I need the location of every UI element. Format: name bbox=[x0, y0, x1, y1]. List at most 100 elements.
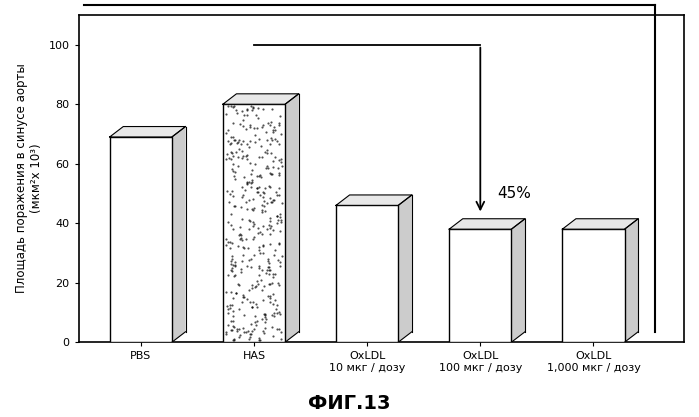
Point bbox=[254, 244, 265, 251]
Point bbox=[268, 251, 280, 258]
Point bbox=[257, 328, 268, 334]
Point bbox=[241, 180, 252, 186]
Point bbox=[267, 127, 278, 133]
Point bbox=[231, 290, 242, 296]
Point bbox=[266, 324, 278, 330]
Point bbox=[276, 163, 287, 170]
Point bbox=[235, 203, 246, 210]
Polygon shape bbox=[110, 126, 185, 137]
Point bbox=[222, 188, 233, 194]
Point bbox=[247, 178, 258, 185]
Point bbox=[264, 184, 275, 191]
Point bbox=[259, 324, 270, 331]
Point bbox=[244, 335, 255, 342]
Point bbox=[273, 241, 284, 247]
Point bbox=[233, 281, 244, 287]
Point bbox=[264, 122, 275, 128]
Point bbox=[252, 225, 264, 231]
Point bbox=[229, 176, 240, 183]
Point bbox=[272, 310, 283, 317]
Point bbox=[227, 161, 238, 168]
Point bbox=[254, 173, 265, 179]
Point bbox=[225, 140, 236, 146]
Point bbox=[235, 232, 246, 239]
Point bbox=[275, 211, 286, 217]
Point bbox=[228, 226, 239, 232]
Point bbox=[266, 311, 277, 318]
Point bbox=[234, 236, 245, 243]
Point bbox=[222, 239, 233, 245]
Point bbox=[229, 202, 240, 209]
Point bbox=[229, 169, 240, 176]
Point bbox=[227, 312, 238, 319]
Point bbox=[225, 221, 236, 228]
Bar bbox=[336, 205, 398, 342]
Point bbox=[273, 282, 284, 289]
Point bbox=[275, 311, 286, 318]
Point bbox=[268, 197, 279, 203]
Point bbox=[223, 272, 234, 279]
Point bbox=[229, 203, 240, 209]
Point bbox=[228, 120, 239, 127]
Point bbox=[238, 251, 249, 258]
Point bbox=[272, 164, 283, 171]
Point bbox=[275, 228, 286, 235]
Point bbox=[231, 140, 243, 146]
Point bbox=[223, 155, 234, 161]
Point bbox=[238, 191, 249, 198]
Point bbox=[241, 141, 252, 147]
Point bbox=[266, 279, 277, 286]
Point bbox=[252, 105, 264, 111]
Point bbox=[238, 245, 250, 252]
Point bbox=[225, 289, 236, 295]
Point bbox=[252, 124, 263, 131]
Point bbox=[230, 272, 241, 279]
Point bbox=[273, 170, 284, 177]
Point bbox=[238, 112, 250, 119]
Point bbox=[224, 198, 235, 205]
Point bbox=[273, 280, 284, 287]
Point bbox=[250, 313, 261, 319]
Point bbox=[266, 199, 278, 206]
Point bbox=[228, 317, 239, 324]
Point bbox=[258, 222, 269, 229]
Point bbox=[252, 278, 263, 284]
Point bbox=[224, 245, 236, 251]
Point bbox=[261, 163, 272, 170]
Point bbox=[257, 121, 268, 128]
Point bbox=[271, 325, 282, 332]
Point bbox=[269, 309, 280, 316]
Point bbox=[252, 115, 264, 122]
Point bbox=[227, 261, 238, 268]
Point bbox=[275, 329, 287, 335]
Point bbox=[268, 158, 279, 165]
Point bbox=[254, 250, 265, 256]
Point bbox=[258, 189, 269, 196]
Point bbox=[256, 231, 267, 237]
Point bbox=[264, 260, 275, 266]
Point bbox=[273, 157, 284, 163]
Point bbox=[236, 193, 247, 200]
Point bbox=[238, 294, 250, 301]
Point bbox=[264, 215, 275, 222]
Point bbox=[245, 103, 257, 109]
Point bbox=[226, 149, 237, 156]
Point bbox=[252, 304, 263, 310]
Point bbox=[258, 106, 269, 113]
Point bbox=[265, 299, 276, 305]
Point bbox=[236, 237, 247, 244]
Point bbox=[245, 123, 256, 130]
Point bbox=[236, 148, 247, 154]
Point bbox=[275, 158, 287, 165]
Point bbox=[245, 137, 256, 144]
Point bbox=[241, 205, 252, 212]
Point bbox=[233, 162, 244, 169]
Point bbox=[238, 138, 249, 144]
Point bbox=[242, 151, 253, 158]
Point bbox=[234, 224, 245, 231]
Point bbox=[243, 245, 254, 252]
Point bbox=[245, 334, 256, 341]
Point bbox=[246, 256, 257, 263]
Point bbox=[238, 244, 249, 250]
Point bbox=[233, 153, 244, 160]
